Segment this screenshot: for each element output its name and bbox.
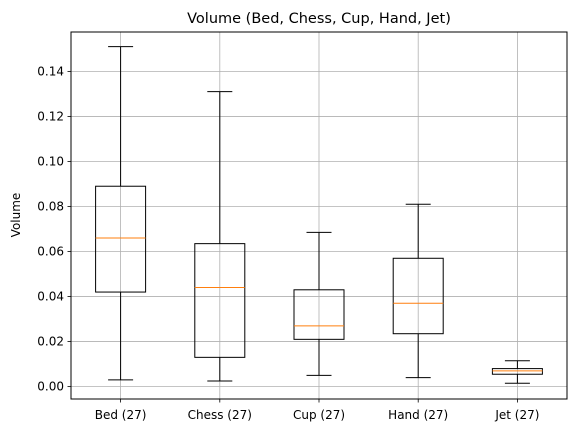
chart-title: Volume (Bed, Chess, Cup, Hand, Jet) — [187, 11, 451, 27]
y-tick-label: 0.06 — [37, 245, 64, 259]
box-iqr — [491, 368, 543, 375]
x-tick-label: Cup (27) — [293, 408, 345, 422]
y-tick-label: 0.00 — [37, 380, 64, 394]
x-tick-label: Chess (27) — [188, 408, 252, 422]
x-tick-label: Hand (27) — [388, 408, 448, 422]
y-tick-label: 0.14 — [37, 64, 64, 78]
box-iqr — [392, 257, 444, 335]
y-axis-label: Volume — [9, 193, 23, 238]
y-tick-label: 0.12 — [37, 109, 64, 123]
boxes-layer — [95, 46, 543, 384]
x-tick-label: Bed (27) — [95, 408, 147, 422]
y-tick-label: 0.08 — [37, 199, 64, 213]
box-iqr — [293, 289, 345, 340]
y-tick-label: 0.10 — [37, 154, 64, 168]
grid-layer — [71, 32, 567, 399]
y-tick-label: 0.02 — [37, 335, 64, 349]
box-iqr — [95, 185, 147, 293]
y-tick-label: 0.04 — [37, 290, 64, 304]
box-iqr — [194, 243, 246, 358]
ticks-layer: 0.00 0.02 0.04 0.06 0.08 0.10 0.12 0.14 Bed (27)… — [37, 64, 539, 422]
x-tick-label: Jet (27) — [494, 408, 539, 422]
